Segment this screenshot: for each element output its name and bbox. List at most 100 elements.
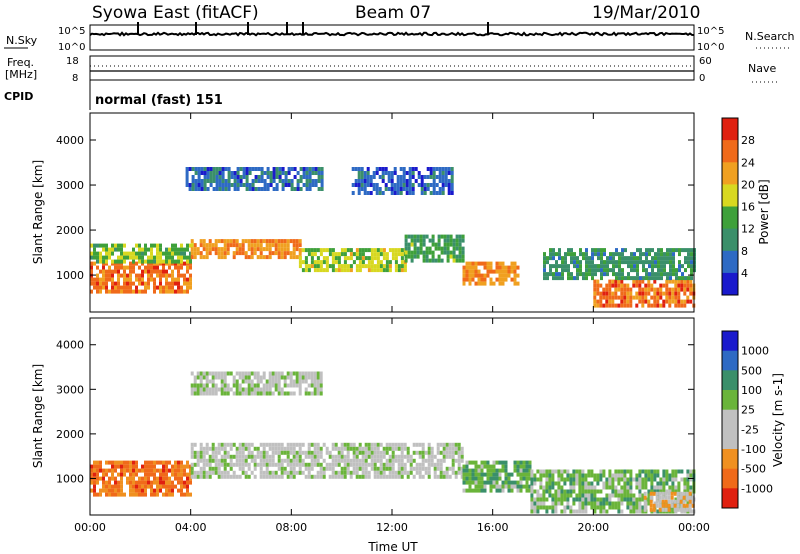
velocity-heatmap-cell (193, 391, 197, 396)
velocity-heatmap-cell (271, 454, 275, 459)
power-heatmap-cell (413, 238, 417, 243)
power-heatmap-cell (440, 250, 444, 255)
velocity-heatmap-cell (587, 469, 591, 474)
velocity-heatmap-cell (144, 484, 147, 489)
velocity-heatmap-cell (129, 476, 132, 481)
power-heatmap-cell (190, 255, 194, 260)
power-heatmap-cell (437, 234, 441, 239)
velocity-heatmap-cell (277, 458, 281, 463)
power-heatmap-cell (111, 251, 114, 256)
velocity-heatmap-cell (259, 450, 263, 455)
power-heatmap-cell (405, 191, 409, 195)
velocity-heatmap-cell (557, 493, 561, 498)
power-heatmap-cell (217, 251, 221, 256)
velocity-heatmap-cell (346, 470, 350, 475)
power-heatmap-cell (370, 256, 374, 261)
power-heatmap-cell (366, 171, 370, 175)
power-heatmap-cell (120, 265, 123, 270)
power-heatmap-cell (212, 167, 216, 171)
power-heatmap-cell (621, 260, 624, 265)
velocity-heatmap-cell (96, 472, 99, 477)
velocity-heatmap-cell (298, 383, 302, 388)
velocity-heatmap-cell (319, 383, 323, 388)
velocity-heatmap-cell (584, 505, 588, 510)
velocity-heatmap-cell (150, 472, 153, 477)
power-heatmap-cell (221, 167, 225, 171)
power-heatmap-cell (275, 183, 279, 187)
power-heatmap-cell (687, 248, 690, 253)
velocity-heatmap-cell (454, 450, 458, 455)
power-heatmap-cell (363, 175, 367, 179)
velocity-heatmap-cell (486, 464, 490, 469)
power-heatmap-cell (495, 261, 499, 266)
power-heatmap-cell (397, 252, 401, 257)
power-heatmap-cell (123, 285, 126, 290)
velocity-heatmap-cell (238, 371, 242, 376)
power-heatmap-cell (665, 283, 669, 288)
power-heatmap-cell (202, 247, 206, 252)
power-heatmap-cell (215, 183, 219, 187)
velocity-heatmap-cell (655, 491, 659, 496)
velocity-heatmap-cell (283, 383, 287, 388)
power-heatmap-cell (447, 183, 451, 187)
power-heatmap-cell (186, 255, 189, 260)
velocity-colorbar-block (722, 429, 738, 450)
velocity-heatmap-cell (286, 458, 290, 463)
velocity-heatmap-cell (436, 462, 440, 467)
velocity-heatmap-cell (418, 474, 422, 479)
velocity-heatmap-cell (202, 383, 206, 388)
velocity-heatmap-cell (664, 491, 668, 496)
nsearch-bottom-tick: 10^0 (697, 42, 724, 53)
velocity-heatmap-cell (566, 477, 570, 482)
velocity-heatmap-cell (165, 480, 168, 485)
power-heatmap-cell (162, 269, 165, 274)
power-heatmap-cell (635, 295, 639, 300)
power-heatmap-cell (153, 255, 156, 260)
velocity-heatmap-cell (364, 458, 368, 463)
velocity-heatmap-cell (492, 468, 496, 473)
velocity-heatmap-cell (196, 387, 200, 392)
velocity-heatmap-cell (316, 474, 320, 479)
power-heatmap-cell (197, 187, 201, 191)
velocity-heatmap-cell (358, 458, 362, 463)
power-heatmap-cell (111, 289, 114, 294)
velocity-heatmap-cell (545, 481, 549, 486)
power-heatmap-cell (259, 243, 263, 248)
velocity-heatmap-cell (199, 391, 203, 396)
power-heatmap-cell (384, 171, 388, 175)
power-heatmap-cell (636, 260, 639, 265)
velocity-heatmap-cell (253, 446, 257, 451)
power-heatmap-cell (606, 268, 609, 273)
power-heatmap-cell (678, 248, 681, 253)
velocity-heatmap-cell (653, 501, 657, 506)
velocity-heatmap-cell (554, 501, 558, 506)
velocity-heatmap-cell (662, 473, 666, 478)
velocity-heatmap-cell (117, 488, 120, 493)
power-heatmap-cell (558, 252, 561, 257)
velocity-heatmap-cell (289, 383, 293, 388)
power-heatmap-cell (278, 171, 282, 175)
power-heatmap-cell (305, 175, 309, 179)
velocity-heatmap-cell (539, 481, 543, 486)
power-heatmap-cell (660, 248, 663, 253)
power-heatmap-cell (441, 171, 445, 175)
velocity-heatmap-cell (430, 454, 434, 459)
velocity-heatmap-cell (226, 387, 230, 392)
power-heatmap-cell (615, 264, 618, 269)
power-heatmap-cell (429, 167, 433, 171)
velocity-heatmap-cell (451, 458, 455, 463)
velocity-heatmap-cell (596, 477, 600, 482)
power-heatmap-cell (402, 171, 406, 175)
power-heatmap-cell (633, 260, 636, 265)
power-heatmap-cell (450, 187, 454, 191)
velocity-heatmap-cell (406, 454, 410, 459)
velocity-heatmap-cell (223, 458, 227, 463)
velocity-heatmap-cell (159, 472, 162, 477)
velocity-heatmap-cell (235, 379, 239, 384)
velocity-heatmap-cell (174, 460, 177, 465)
velocity-heatmap-cell (560, 497, 564, 502)
velocity-heatmap-cell (286, 450, 290, 455)
velocity-heatmap-cell (599, 501, 603, 506)
power-heatmap-cell (376, 268, 380, 273)
